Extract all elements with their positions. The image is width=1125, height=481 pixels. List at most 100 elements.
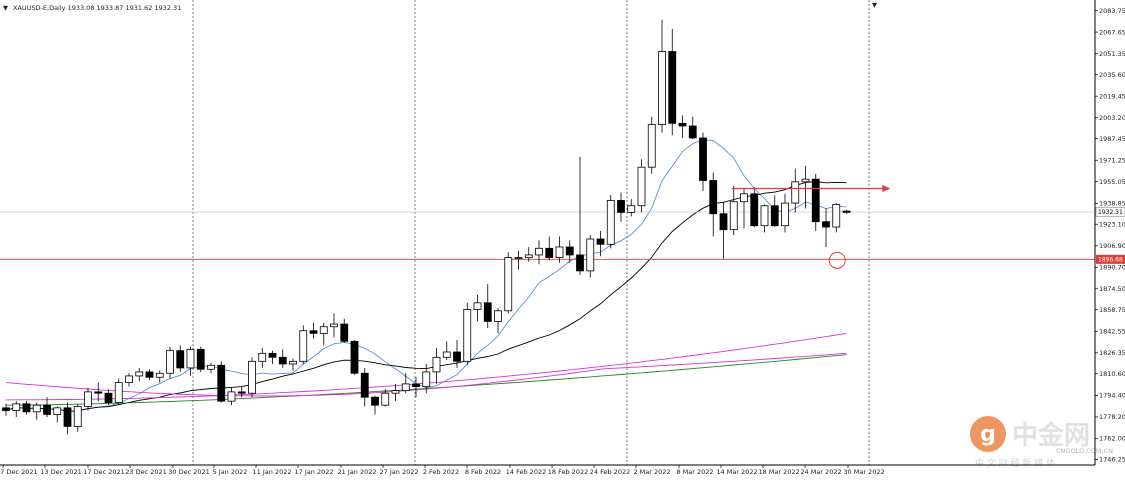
candle <box>842 209 851 214</box>
candles <box>2 19 851 435</box>
candle <box>535 240 543 265</box>
candle <box>12 401 21 418</box>
candle-body-bull <box>381 392 390 406</box>
candle-body-bull <box>832 204 841 228</box>
candle <box>494 308 502 334</box>
candle <box>135 367 144 382</box>
candle <box>166 346 174 379</box>
candle <box>268 350 277 364</box>
shift-marker-icon[interactable]: ▼ <box>872 1 877 9</box>
candle <box>504 252 513 314</box>
price-tick-label: 1810.60 <box>1099 370 1125 378</box>
candle-body-bear <box>268 352 277 358</box>
candle-body-bull <box>166 350 174 374</box>
period-separators <box>192 0 870 465</box>
candle-body-bull <box>114 382 123 403</box>
price-tick-label: 1858.75 <box>1099 306 1125 314</box>
candle-body-bull <box>248 360 256 394</box>
candle <box>801 165 810 209</box>
price-tick-label: 1938.85 <box>1099 200 1125 208</box>
candle-body-bull <box>207 364 215 370</box>
candle <box>309 322 318 339</box>
price-tick-label: 2003.20 <box>1099 114 1125 122</box>
candle-body-bear <box>842 210 851 213</box>
collapse-arrow-icon[interactable]: ▼ <box>3 4 8 12</box>
candle <box>811 173 820 232</box>
price-tick-label: 1987.45 <box>1099 135 1125 143</box>
candle-body-bull <box>432 356 441 373</box>
candle-body-bull <box>258 352 267 362</box>
candle <box>422 363 431 394</box>
annotations <box>731 184 891 269</box>
price-tick-label: 2083.75 <box>1099 7 1125 15</box>
candle <box>791 168 800 213</box>
candle-body-bull <box>32 404 41 413</box>
support-circle-marker[interactable] <box>828 251 846 269</box>
price-axis: 2083.75 2067.65 2051.35 2035.60 2019.45 2003.… <box>1095 7 1125 464</box>
price-tick-label: 2019.45 <box>1099 92 1125 100</box>
candle <box>586 235 595 278</box>
candle-body-bull <box>658 51 666 126</box>
price-tick-label: 1971.25 <box>1099 157 1125 165</box>
time-tick-label: 18 Feb 2022 <box>548 468 588 476</box>
candle <box>453 340 461 368</box>
candle-body-bull <box>504 257 513 312</box>
candle-body-bear <box>340 323 349 342</box>
candle-body-bear <box>43 404 51 415</box>
candle-body-bull <box>53 407 62 415</box>
candle <box>709 172 718 237</box>
candle-body-bear <box>63 407 72 427</box>
candle <box>699 132 707 192</box>
candle <box>627 199 636 217</box>
candle-body-bull <box>125 375 133 383</box>
candle-body-bear <box>278 356 287 365</box>
candle <box>401 373 410 394</box>
candle <box>524 246 533 262</box>
candle <box>442 341 451 360</box>
price-tick-label: 1794.40 <box>1099 392 1125 400</box>
time-axis: 7 Dec 2021 13 Dec 2021 17 Dec 2021 23 Dec 2… <box>0 465 885 476</box>
candle-body-bear <box>309 330 318 334</box>
time-tick-label: 11 Jan 2022 <box>253 468 292 476</box>
candle <box>145 369 154 380</box>
candle-body-bull <box>73 406 82 427</box>
candle <box>104 389 113 406</box>
candle-body-bear <box>617 200 625 213</box>
candle-body-bull <box>330 323 338 328</box>
candle-body-bear <box>545 247 554 259</box>
candle <box>319 322 328 346</box>
candle-body-bull <box>729 201 738 231</box>
candle-body-bull <box>494 310 502 322</box>
candle <box>781 193 789 233</box>
candle <box>606 195 615 249</box>
candle-body-bull <box>401 383 410 391</box>
candle-body-bull <box>606 200 615 245</box>
candle <box>94 382 103 402</box>
candle <box>289 358 297 371</box>
candle <box>2 403 10 416</box>
candle <box>155 370 164 383</box>
candle <box>176 345 185 372</box>
time-tick-label: 24 Mar 2022 <box>800 468 841 476</box>
candle <box>350 340 359 375</box>
watermark-domain: CNGOLD.COM.CN <box>1056 447 1113 455</box>
price-tick-label: 1826.35 <box>1099 349 1125 357</box>
price-tick-label: 1778.20 <box>1099 413 1125 421</box>
candle-body-bull <box>463 309 472 362</box>
candle-body-bear <box>709 180 718 215</box>
candle <box>278 349 287 368</box>
candle <box>196 346 205 372</box>
candle <box>719 201 728 259</box>
price-tick-label: 1955.05 <box>1099 178 1125 186</box>
candle <box>576 156 584 275</box>
candle-body-bear <box>104 392 113 403</box>
candle <box>73 403 82 432</box>
arrow-head-icon <box>882 184 891 192</box>
candle <box>22 401 31 415</box>
candle <box>514 250 523 270</box>
chart-title: XAUUSD-E,Daily 1933.08 1933.87 1931.62 1… <box>13 4 181 12</box>
candle <box>668 28 677 136</box>
candle <box>237 386 246 398</box>
candle-body-bear <box>770 205 779 227</box>
